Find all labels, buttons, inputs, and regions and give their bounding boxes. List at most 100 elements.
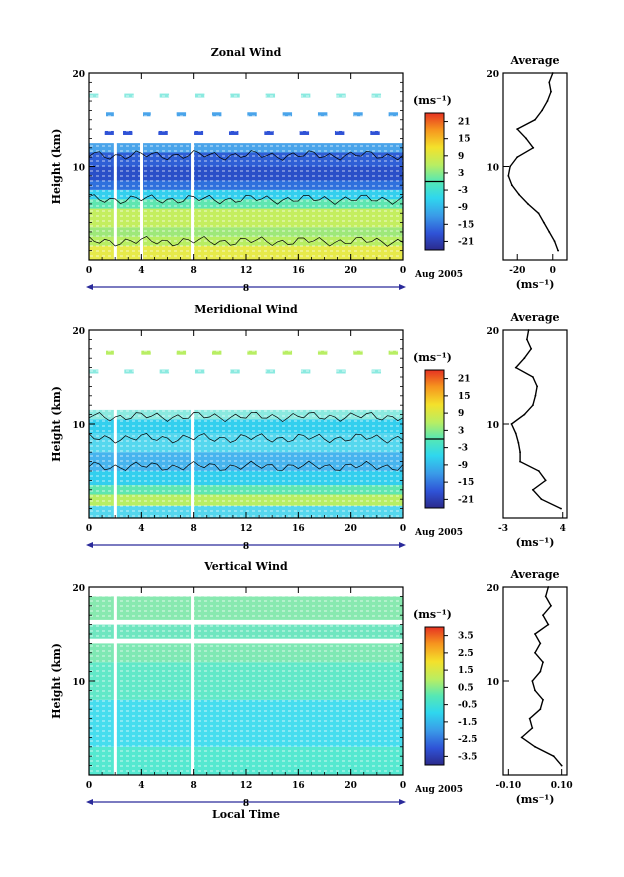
profile-point <box>542 661 544 664</box>
colorbar-tick-label: -9 <box>458 203 468 213</box>
profile-point <box>534 651 536 654</box>
profile-point <box>540 498 543 501</box>
colorbar-tick-label: 1.5 <box>458 666 474 676</box>
profile-point <box>550 90 552 93</box>
profile-point <box>527 329 530 331</box>
contour-line <box>88 235 404 247</box>
colorbar-tick-label: -3 <box>458 186 468 196</box>
x-tick-label: 16 <box>292 781 305 791</box>
colorbar-tick-label: -15 <box>458 220 474 230</box>
profile-point <box>548 231 551 233</box>
profile-y-tick-label: 10 <box>486 678 499 688</box>
profile-point <box>517 441 520 444</box>
data-gap <box>113 587 117 775</box>
date-arrow-left <box>86 542 93 548</box>
profile-y-tick-label: 20 <box>486 327 499 337</box>
colorbar-tick-label: 15 <box>458 135 471 145</box>
y-axis-label: Height (km) <box>50 129 63 205</box>
profile-unit: (ms⁻¹) <box>516 536 555 549</box>
profile-point <box>531 488 534 491</box>
profile-point <box>536 385 539 388</box>
x-tick-label: 0 <box>86 781 92 791</box>
colorbar-unit: (ms⁻¹) <box>413 94 452 107</box>
profile-point <box>552 755 555 758</box>
profile-point <box>551 72 554 74</box>
y-tick-label: 20 <box>72 584 85 594</box>
profile-point <box>507 174 510 177</box>
profile-point <box>541 109 544 112</box>
panel-title: Meridional Wind <box>194 303 298 316</box>
panel-2: 0 4 8 12 16 20 0 20 10 Vertical Wind Height (km) 8 A… <box>50 560 573 821</box>
x-tick-label: 16 <box>292 524 305 534</box>
x-tick-label: 16 <box>292 266 305 276</box>
y-tick-label: 10 <box>72 164 85 174</box>
profile-unit: (ms⁻¹) <box>516 278 555 291</box>
y-axis-label: Height (km) <box>50 643 63 719</box>
contour-line <box>88 460 404 471</box>
profile-point <box>548 81 551 84</box>
heatmap-texture <box>89 73 403 260</box>
profile-point <box>531 376 534 378</box>
profile-point <box>534 689 536 692</box>
profile-point <box>539 642 542 645</box>
profile-point <box>544 479 547 482</box>
x-tick-label: 0 <box>86 266 92 276</box>
profile-x-tick-label: -20 <box>509 266 525 276</box>
profile-x-tick-label: -3 <box>498 524 508 534</box>
profile-point <box>523 357 526 360</box>
colorbar-tick-label: -15 <box>458 478 474 488</box>
colorbar-tick-label: 21 <box>458 118 471 128</box>
x-tick-label: 20 <box>344 524 357 534</box>
x-tick-label: 4 <box>138 524 144 534</box>
y-tick-label: 10 <box>72 421 85 431</box>
colorbar-tick-label: 21 <box>458 375 471 385</box>
profile-point <box>544 595 547 598</box>
x-tick-label: 0 <box>86 524 92 534</box>
profile-title: Average <box>509 568 559 581</box>
profile-x-tick-label: 0.10 <box>551 781 573 791</box>
date-arrow-left <box>86 799 93 805</box>
profile-point <box>531 727 534 729</box>
colorbar-tick-label: 2.5 <box>458 649 474 659</box>
panel-title: Vertical Wind <box>203 560 288 573</box>
profile-point <box>523 413 526 416</box>
colorbar-unit: (ms⁻¹) <box>413 351 452 364</box>
profile-point <box>542 698 544 701</box>
profile-x-tick-label: 0 <box>550 266 556 276</box>
profile-point <box>518 193 520 196</box>
x-tick-label: 0 <box>400 524 406 534</box>
profile-point <box>542 221 545 224</box>
profile-title: Average <box>509 311 559 324</box>
colorbar-tick-label: -21 <box>458 495 474 505</box>
data-gap <box>191 587 195 775</box>
profile-unit: (ms⁻¹) <box>516 793 555 806</box>
profile-point <box>557 249 560 252</box>
profile-y-tick-label: 10 <box>486 421 499 431</box>
date-month-label: Aug 2005 <box>414 528 463 538</box>
profile-point <box>531 680 534 682</box>
profile-point <box>526 203 529 205</box>
x-tick-label: 20 <box>344 266 357 276</box>
profile-x-tick-label: 4 <box>560 524 566 534</box>
profile-point <box>516 128 519 131</box>
profile-point <box>532 146 535 149</box>
y-tick-label: 20 <box>72 327 85 337</box>
profile-line <box>510 329 562 510</box>
profile-y-tick-label: 20 <box>486 70 499 80</box>
profile-point <box>534 745 536 748</box>
profile-point <box>516 156 519 159</box>
profile-point <box>525 338 528 341</box>
profile-point <box>531 404 534 407</box>
date-day-label: 8 <box>243 542 249 552</box>
y-tick-label: 20 <box>72 70 85 80</box>
contour-line <box>88 194 404 205</box>
colorbar-tick-label: -21 <box>458 237 474 247</box>
panel-0: 0 4 8 12 16 20 0 20 10 Zonal Wind Height (km) 8 Aug … <box>50 46 568 294</box>
profile-point <box>553 240 556 243</box>
y-axis-label: Height (km) <box>50 386 63 462</box>
x-axis-label: Local Time <box>212 808 280 821</box>
data-gap <box>191 73 195 260</box>
profile-point <box>519 460 521 463</box>
date-arrow-right <box>399 542 406 548</box>
